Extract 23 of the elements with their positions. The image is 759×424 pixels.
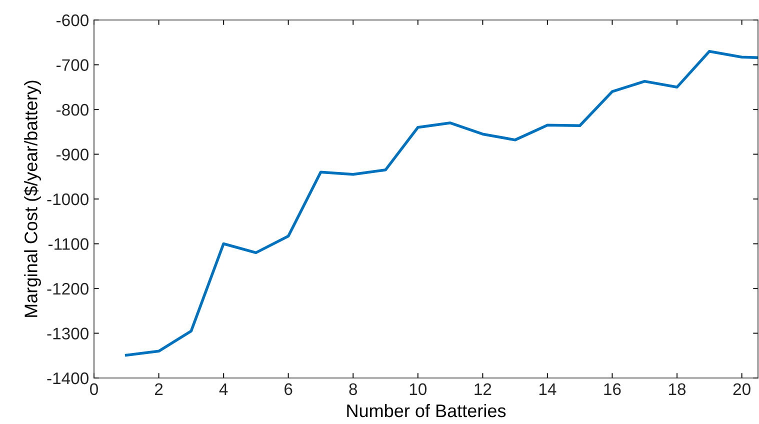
x-tick-label: 8	[349, 383, 358, 396]
x-tick-label: 10	[410, 383, 427, 396]
x-axis-title: Number of Batteries	[347, 404, 506, 418]
x-tick-label: 18	[669, 383, 686, 396]
x-tick-label: 12	[474, 383, 492, 395]
y-tick-label: -1300	[47, 328, 88, 340]
x-tick-label: 20	[733, 383, 750, 396]
y-axis-title: Marginal Cost ($/year/battery)	[24, 80, 41, 317]
line-series	[125, 50, 758, 357]
y-tick-label: -700	[56, 59, 88, 71]
y-tick-label: -1400	[47, 372, 88, 384]
y-tick-label: -1100	[48, 238, 88, 250]
y-tick-label: -600	[56, 14, 88, 26]
x-tick-label: 6	[284, 383, 292, 396]
x-tick-label: 2	[154, 383, 163, 395]
y-tick-label: -1000	[47, 193, 88, 206]
y-tick-label: -800	[56, 104, 88, 116]
y-tick-label: -900	[56, 148, 88, 160]
x-tick-label: 4	[219, 383, 228, 395]
y-tick-label: -1200	[47, 282, 88, 295]
x-tick-label: 0	[90, 383, 98, 396]
x-tick-label: 16	[604, 383, 621, 396]
x-tick-label: 14	[539, 383, 556, 395]
